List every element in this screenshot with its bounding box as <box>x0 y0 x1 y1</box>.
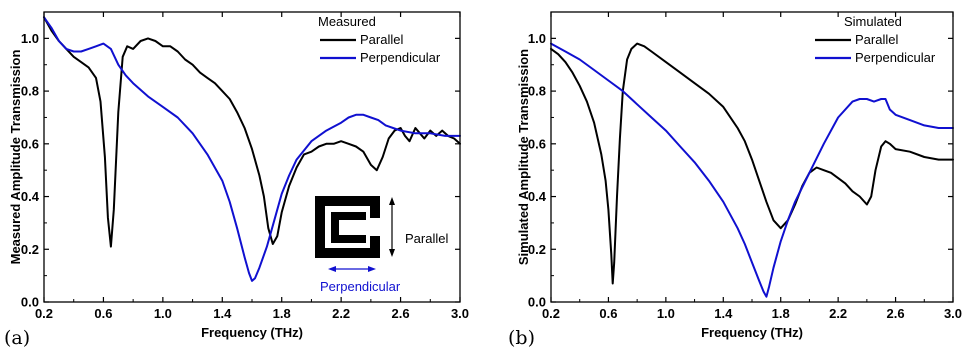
x-tick-label: 1.8 <box>772 306 790 321</box>
y-tick-label: 0.2 <box>21 242 39 257</box>
x-tick-label: 3.0 <box>944 306 962 321</box>
chart-panel-simulated: 0.2 0.6 1.0 1.4 1.8 2.2 2.6 3.00.00.20.40.60.81… <box>508 11 962 349</box>
x-tick-label: 1.4 <box>213 306 232 321</box>
x-tick-label: 2.2 <box>332 306 350 321</box>
x-tick-label: 0.6 <box>94 306 112 321</box>
legend-entry-perpendicular: Perpendicular <box>360 50 441 65</box>
x-tick-label: 0.6 <box>599 306 617 321</box>
x-tick-label: 1.4 <box>714 306 733 321</box>
x-tick-label: 1.0 <box>154 306 172 321</box>
legend-entry-parallel: Parallel <box>855 32 898 47</box>
legend: Measured Parallel Perpendicular <box>318 14 441 65</box>
y-tick-label: 0.0 <box>528 295 546 310</box>
x-axis-label: Frequency (THz) <box>201 325 303 340</box>
legend: Simulated Parallel Perpendicular <box>815 14 936 65</box>
x-tick-label: 1.8 <box>273 306 291 321</box>
resonator-inset: Parallel Perpendicular <box>315 196 448 294</box>
x-tick-label: 2.2 <box>829 306 847 321</box>
x-axis-label: Frequency (THz) <box>701 325 803 340</box>
chart-panel-measured: 0.2 0.6 1.0 1.4 1.8 2.2 2.6 3.00.00.20.40.60.81… <box>4 11 469 349</box>
y-tick-label: 0.6 <box>21 136 39 151</box>
inset-vertical-label: Parallel <box>405 231 448 246</box>
x-tick-label: 0.2 <box>542 306 560 321</box>
series-line-parallel <box>43 16 461 248</box>
legend-entry-perpendicular: Perpendicular <box>855 50 936 65</box>
y-axis-label: Simulated Amplitude Transmission <box>516 49 531 265</box>
inset-horizontal-label: Perpendicular <box>320 279 401 294</box>
x-tick-label: 0.2 <box>35 306 53 321</box>
y-tick-label: 0.4 <box>21 189 40 204</box>
y-tick-label: 0.6 <box>528 136 546 151</box>
panel-label: (a) <box>4 327 30 349</box>
y-tick-label: 0.4 <box>528 189 547 204</box>
y-tick-label: 1.0 <box>21 31 39 46</box>
horizontal-arrow-icon <box>328 266 376 272</box>
y-tick-label: 0.8 <box>528 84 546 99</box>
series-line-perpendicular <box>43 16 461 282</box>
x-tick-label: 3.0 <box>451 306 469 321</box>
x-tick-label: 2.6 <box>392 306 410 321</box>
series-line-parallel <box>550 42 954 285</box>
x-tick-label: 1.0 <box>657 306 675 321</box>
x-tick-label: 2.6 <box>887 306 905 321</box>
y-tick-label: 0.2 <box>528 242 546 257</box>
y-tick-label: 0.8 <box>21 84 39 99</box>
panel-label: (b) <box>508 327 535 349</box>
vertical-arrow-icon <box>389 197 395 257</box>
y-tick-label: 1.0 <box>528 31 546 46</box>
legend-entry-parallel: Parallel <box>360 32 403 47</box>
legend-title: Measured <box>318 14 376 29</box>
y-axis-label: Measured Amplitude Transmission <box>8 50 23 265</box>
legend-title: Simulated <box>844 14 902 29</box>
y-tick-label: 0.0 <box>21 295 39 310</box>
series-line-perpendicular <box>550 42 954 298</box>
split-ring-resonator-icon <box>315 196 380 258</box>
